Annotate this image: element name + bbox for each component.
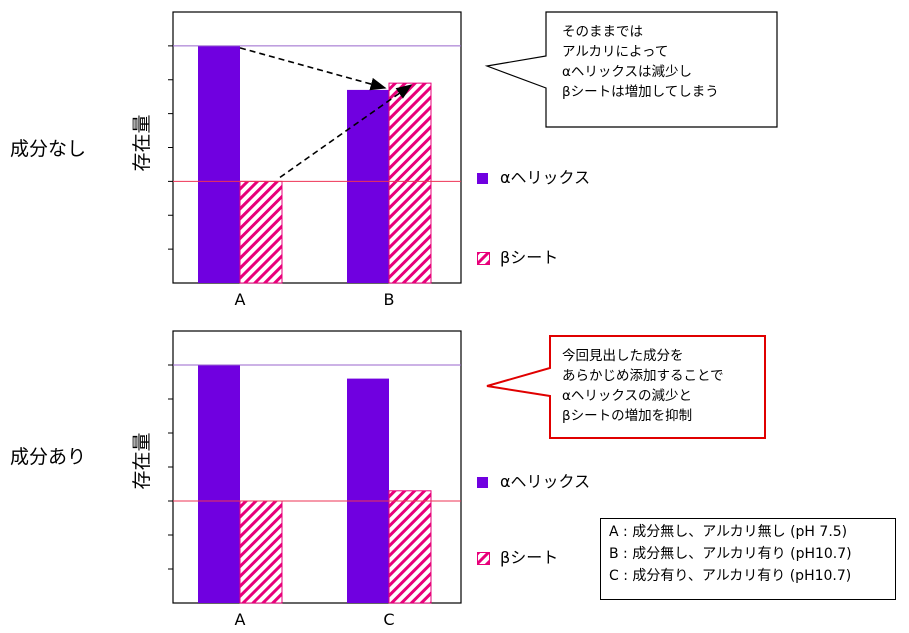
- bar: [347, 378, 389, 603]
- bar: [198, 365, 240, 603]
- chart-without-component: 存在量 A B: [131, 11, 462, 309]
- legend-bottom-beta: βシート: [477, 544, 558, 568]
- callout-bottom-line: あらかじめ添加することで: [562, 368, 724, 384]
- callout-top-line: アルカリによって: [562, 44, 669, 60]
- callout-bottom-text: 今回見出した成分を あらかじめ添加することで αヘリックスの減少と βシートの増…: [562, 346, 724, 426]
- callout-bottom-line: 今回見出した成分を: [562, 348, 684, 364]
- callout-top-text: そのままでは アルカリによって αヘリックスは減少し βシートは増加してしまう: [562, 22, 719, 102]
- x-tick-label: C: [383, 610, 394, 629]
- callout-top-line: そのままでは: [562, 24, 643, 40]
- row-label-without-component: 成分なし: [10, 138, 87, 160]
- y-axis-label: 存在量: [131, 432, 153, 489]
- callout-top: [484, 11, 778, 128]
- callout-bottom-line: βシートの増加を抑制: [562, 408, 693, 424]
- legend-label-beta: βシート: [500, 248, 559, 267]
- x-tick-label: A: [235, 290, 246, 309]
- bar: [198, 45, 240, 283]
- bar: [388, 490, 432, 604]
- note-line: B : 成分無し、アルカリ有り (pH10.7): [609, 546, 852, 562]
- callout-bottom-line: αヘリックスの減少と: [562, 388, 692, 404]
- row-label-with-component: 成分あり: [10, 446, 87, 468]
- callout-top-line: αヘリックスは減少し: [562, 64, 692, 80]
- chart-with-component: 存在量 A C: [131, 330, 462, 629]
- legend-bottom-alpha: αヘリックス: [477, 468, 590, 492]
- trend-arrow-beta: [279, 84, 413, 179]
- legend-swatch-beta: [477, 552, 490, 565]
- callout-top-line: βシートは増加してしまう: [562, 84, 719, 100]
- legend-label-beta: βシート: [500, 548, 559, 567]
- bar: [388, 82, 432, 284]
- bar: [239, 180, 283, 284]
- legend-swatch-beta: [477, 252, 490, 265]
- legend-top-alpha: αヘリックス: [477, 164, 590, 188]
- condition-notes: A : 成分無し、アルカリ無し (pH 7.5) B : 成分無し、アルカリ有り…: [600, 518, 896, 600]
- bar: [347, 89, 389, 283]
- legend-swatch-alpha: [477, 477, 488, 488]
- bar: [239, 500, 283, 604]
- note-line: A : 成分無し、アルカリ無し (pH 7.5): [609, 524, 848, 540]
- legend-swatch-alpha: [477, 173, 488, 184]
- callout-bottom-bubble: [486, 335, 766, 439]
- legend-label-alpha: αヘリックス: [500, 472, 591, 491]
- legend-label-alpha: αヘリックス: [500, 168, 591, 187]
- trend-arrow-alpha: [239, 47, 387, 91]
- y-axis-label: 存在量: [131, 114, 153, 171]
- note-line: C : 成分有り、アルカリ有り (pH10.7): [609, 568, 852, 584]
- x-tick-label: A: [235, 610, 246, 629]
- callout-top-bubble: [484, 11, 778, 128]
- x-tick-label: B: [384, 290, 395, 309]
- legend-top-beta: βシート: [477, 244, 558, 268]
- callout-bottom: [486, 335, 766, 439]
